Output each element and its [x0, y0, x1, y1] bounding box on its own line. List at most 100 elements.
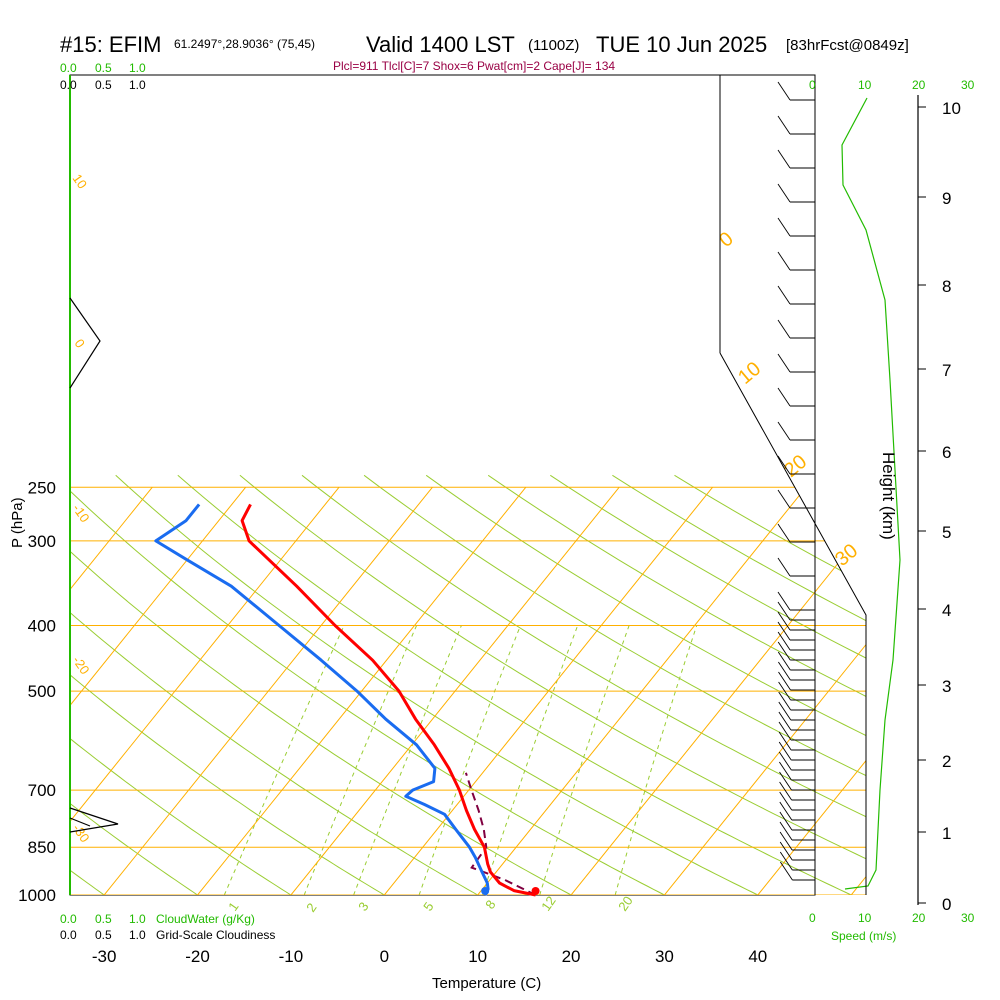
- temperature-tick-label: -30: [92, 947, 117, 966]
- cloud-scale-top-black-0: 0.0: [60, 78, 77, 92]
- height-tick-label: 1: [942, 824, 951, 843]
- isotherm-label: 10: [734, 358, 765, 389]
- forecast-info: [83hrFcst@0849z]: [786, 37, 909, 54]
- plot-boundary-wedge: [719, 75, 867, 895]
- wind-barb-flag: [778, 701, 792, 721]
- speed-tick-bottom-0: 0: [809, 911, 816, 925]
- wind-barb-flag: [777, 523, 791, 543]
- utc-time: (1100Z): [528, 37, 579, 54]
- cloudwater-label: CloudWater (g/Kg): [156, 912, 255, 926]
- mixing-ratio-line: [418, 625, 521, 895]
- wind-barb-flag: [777, 115, 791, 135]
- pressure-label: 500: [28, 682, 56, 701]
- isobars: [70, 486, 866, 895]
- wind-barb-flag: [779, 831, 793, 851]
- wind-barb-flag: [778, 691, 792, 711]
- speed-tick-top-30: 30: [961, 78, 975, 92]
- wind-barb-flag: [777, 149, 791, 169]
- temperature-tick-label: 30: [655, 947, 674, 966]
- dry-adiabat-line: [70, 474, 599, 895]
- cloudiness-upper-profile: [69, 297, 101, 389]
- dry-adiabat-line: [487, 474, 866, 895]
- mixing-ratio-label: 2: [303, 900, 319, 915]
- cloud-scale-top-black-1: 1.0: [129, 78, 146, 92]
- wind-barb-flag: [778, 711, 792, 731]
- mixing-ratio-label: 8: [482, 897, 498, 912]
- pressure-label: 1000: [18, 886, 56, 905]
- wind-barb-flag: [777, 81, 791, 101]
- temperature-tick-labels: -30 -20 -10 0 10 20 30 40: [92, 947, 767, 966]
- dewpoint-trace: [154, 503, 490, 896]
- height-tick-labels: 0 1 2 3 4 5 6 7 8 9 10: [918, 99, 961, 914]
- wind-barb-flag: [778, 681, 791, 701]
- y-axis-label: P (hPa): [9, 497, 26, 548]
- dry-adiabat-line: [70, 474, 315, 895]
- wind-barb-flag: [777, 251, 791, 271]
- height-tick-label: 3: [942, 677, 951, 696]
- cloud-scale-top-green-1: 1.0: [129, 61, 146, 75]
- station-coords: 61.2497°,28.9036° (75,45): [174, 37, 315, 51]
- wind-barb-flag: [777, 455, 791, 475]
- mixing-ratio-lines: [223, 625, 698, 895]
- pressure-label: 300: [28, 532, 56, 551]
- wind-barb-flag: [777, 217, 791, 237]
- wind-barb-flag: [778, 721, 792, 741]
- wind-barb-flag: [779, 771, 792, 791]
- wind-barb-flag: [778, 731, 792, 751]
- isotherm-line: [70, 486, 153, 895]
- wind-barb-flag: [777, 285, 791, 305]
- isotherm-label: -10: [70, 501, 93, 525]
- dry-adiabat-line: [70, 475, 220, 895]
- height-tick-label: 7: [942, 361, 951, 380]
- wind-barb-flag: [779, 781, 792, 801]
- cloud-scale-bottom-black-1: 1.0: [129, 928, 146, 942]
- temperature-tick-label: 20: [562, 947, 581, 966]
- wind-barb-flag: [777, 591, 791, 611]
- cloud-scale-bottom-green-0: 0.0: [60, 912, 77, 926]
- wind-barb-flag: [779, 851, 793, 871]
- cloud-scale-top-black-05: 0.5: [95, 78, 112, 92]
- wind-barb-flag: [778, 741, 792, 761]
- parcel-trace: [464, 772, 537, 896]
- temperature-tick-label: 0: [380, 947, 389, 966]
- pressure-label: 700: [28, 781, 56, 800]
- dry-adiabat-line: [70, 474, 409, 895]
- wind-barb-flag: [777, 353, 791, 373]
- temperature-tick-label: 40: [748, 947, 767, 966]
- temperature-tick-label: -10: [279, 947, 304, 966]
- pressure-label: 400: [28, 617, 56, 636]
- plot-area: [70, 474, 866, 895]
- height-tick-label: 4: [942, 601, 951, 620]
- wind-barb-flag: [777, 611, 791, 631]
- cloudiness-lower-profile: [69, 807, 119, 833]
- wind-barb-flag: [780, 861, 793, 881]
- pressure-label: 250: [28, 478, 56, 497]
- wind-barb-flag: [779, 761, 792, 781]
- speed-tick-bottom-30: 30: [961, 911, 975, 925]
- temperature-tick-label: -20: [185, 947, 210, 966]
- height-tick-label: 5: [942, 523, 951, 542]
- dry-adiabat-line: [550, 474, 866, 895]
- wind-barb-flag: [777, 319, 791, 339]
- wind-barb-flag: [779, 841, 793, 861]
- wind-barb-flag: [777, 621, 791, 641]
- dry-adiabat-line: [239, 474, 866, 895]
- isotherm-label: 10: [70, 171, 91, 191]
- cloud-scale-bottom-green-05: 0.5: [95, 912, 112, 926]
- temperature-trace: [240, 503, 536, 897]
- isotherm-label: -30: [70, 821, 93, 845]
- wind-barb-flag: [779, 801, 793, 821]
- speed-tick-top-20: 20: [912, 78, 926, 92]
- surface-dewpoint-dot: [481, 887, 490, 895]
- sounding-indices: Plcl=911 Tlcl[C]=7 Shox=6 Pwat[cm]=2 Cap…: [333, 59, 615, 73]
- dry-adiabat-line: [363, 474, 866, 895]
- isotherm-label: 0: [715, 228, 738, 252]
- valid-date: TUE 10 Jun 2025: [596, 32, 767, 57]
- wind-barb-flag: [777, 641, 791, 661]
- wind-barb-flag: [777, 489, 791, 509]
- wind-barb-flag: [777, 387, 791, 407]
- isotherm-line: [757, 486, 866, 895]
- wind-barb-flag: [777, 557, 791, 577]
- speed-tick-bottom-20: 20: [912, 911, 926, 925]
